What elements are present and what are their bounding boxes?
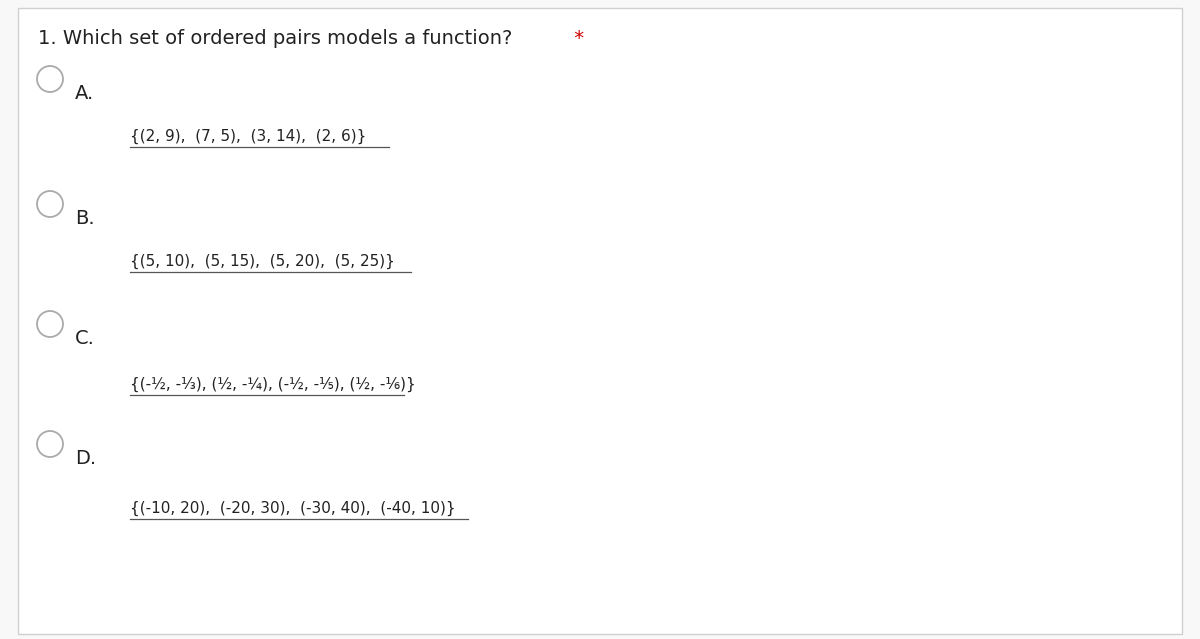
Circle shape xyxy=(37,311,64,337)
Text: C.: C. xyxy=(74,329,95,348)
Circle shape xyxy=(37,431,64,457)
Circle shape xyxy=(37,66,64,92)
Text: A.: A. xyxy=(74,84,95,103)
Text: *: * xyxy=(568,29,584,48)
Text: {(-10, 20),  (-20, 30),  (-30, 40),  (-40, 10)}: {(-10, 20), (-20, 30), (-30, 40), (-40, … xyxy=(130,501,456,516)
Text: {(2, 9),  (7, 5),  (3, 14),  (2, 6)}: {(2, 9), (7, 5), (3, 14), (2, 6)} xyxy=(130,129,366,144)
Text: {(5, 10),  (5, 15),  (5, 20),  (5, 25)}: {(5, 10), (5, 15), (5, 20), (5, 25)} xyxy=(130,254,395,269)
Text: D.: D. xyxy=(74,449,96,468)
Circle shape xyxy=(37,191,64,217)
Text: B.: B. xyxy=(74,209,95,228)
Text: 1. Which set of ordered pairs models a function?: 1. Which set of ordered pairs models a f… xyxy=(38,29,512,48)
FancyBboxPatch shape xyxy=(18,8,1182,634)
Text: {(-½, -⅓), (½, -¼), (-½, -⅕), (½, -⅙)}: {(-½, -⅓), (½, -¼), (-½, -⅕), (½, -⅙)} xyxy=(130,377,415,392)
